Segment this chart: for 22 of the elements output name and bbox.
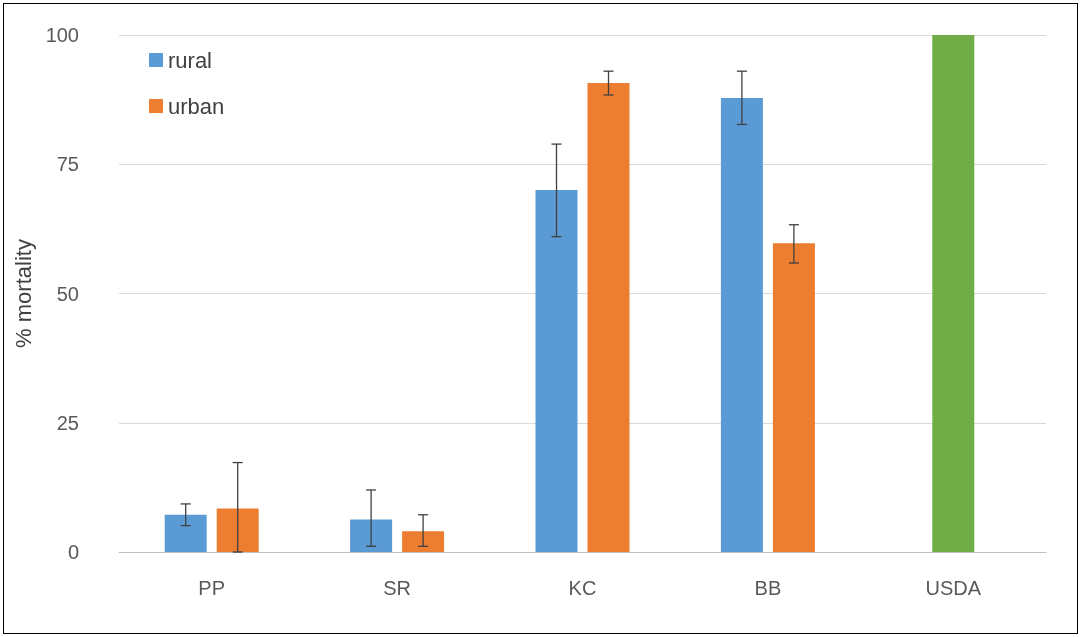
legend-label: rural <box>168 47 213 73</box>
x-tick-label: PP <box>198 577 226 599</box>
bar <box>587 83 630 552</box>
legend-label: urban <box>168 93 225 119</box>
bar <box>535 190 578 552</box>
bar <box>164 514 207 552</box>
x-tick-label: KC <box>568 577 597 599</box>
bar <box>932 35 975 552</box>
y-tick-label: 0 <box>67 541 79 563</box>
y-tick-label: 100 <box>45 24 79 46</box>
y-tick-label: 50 <box>56 282 79 305</box>
x-tick-label: USDA <box>925 577 982 599</box>
y-tick-label: 75 <box>56 153 79 176</box>
bar <box>720 98 763 552</box>
x-tick-label: SR <box>383 577 411 599</box>
bar <box>350 519 393 552</box>
x-tick-label: BB <box>754 577 782 599</box>
bar <box>402 531 445 552</box>
y-axis-title: % mortality <box>11 239 37 348</box>
y-tick-label: 25 <box>56 411 79 434</box>
bar <box>216 508 259 552</box>
bar <box>772 243 815 552</box>
